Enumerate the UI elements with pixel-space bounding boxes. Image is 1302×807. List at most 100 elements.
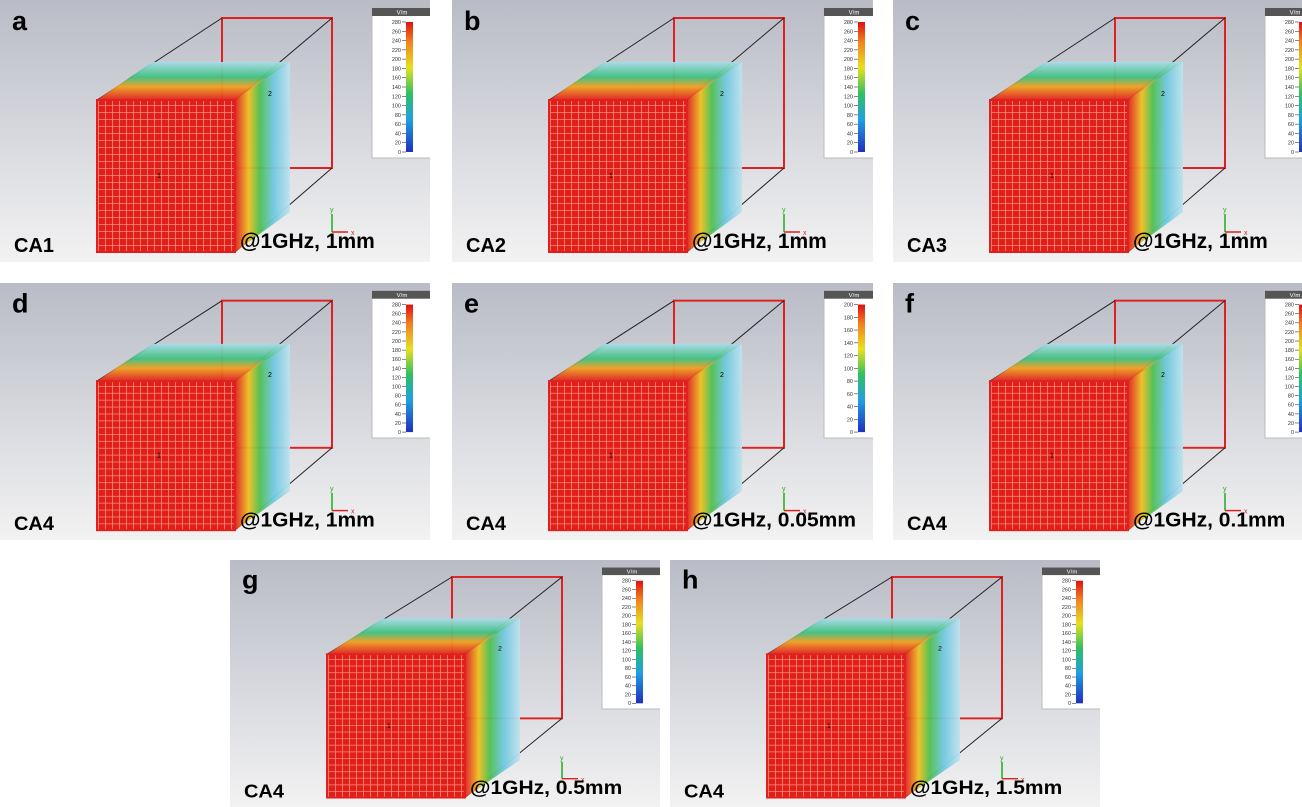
colorbar-tick-label: 100: [844, 366, 853, 372]
colorbar-unit: V/m: [397, 293, 408, 299]
colorbar-tick-label: 100: [1285, 104, 1294, 110]
colorbar-tick-label: 80: [1065, 666, 1071, 672]
colorbar-tick-label: 0: [628, 701, 631, 707]
colorbar-tick-label: 160: [392, 357, 401, 363]
colorbar-tick-label: 200: [1285, 339, 1294, 345]
colorbar-tick-label: 280: [844, 20, 853, 26]
colorbar-tick-label: 240: [392, 321, 401, 327]
colorbar-tick-label: 220: [1285, 48, 1294, 54]
colorbar-unit: V/m: [849, 293, 860, 299]
colorbar-tick-label: 120: [844, 354, 853, 360]
colorbar-tick-label: 20: [395, 421, 401, 427]
colorbar-tick-label: 260: [1062, 587, 1071, 593]
panel: 12V/m020406080100120140160180200yxeCA4@1…: [452, 283, 873, 540]
colorbar-tick-label: 40: [395, 412, 401, 418]
colorbar-tick-label: 60: [1065, 675, 1071, 681]
axis-label: y: [330, 207, 334, 214]
point-label: 1: [1050, 173, 1054, 180]
colorbar-tick-label: 160: [1285, 357, 1294, 363]
colorbar-tick-label: 160: [844, 328, 853, 334]
cube-front: [549, 100, 687, 252]
colorbar-tick-label: 60: [1288, 403, 1294, 409]
cube-front: [990, 381, 1128, 530]
colorbar-unit: V/m: [397, 11, 408, 17]
colorbar-tick-label: 240: [1062, 596, 1071, 602]
colorbar-tick-label: 160: [844, 76, 853, 82]
colorbar-tick-label: 100: [392, 385, 401, 391]
colorbar-tick-label: 180: [1285, 348, 1294, 354]
colorbar-tick-label: 60: [847, 392, 853, 398]
panel-letter: f: [905, 289, 914, 319]
colorbar-unit: V/m: [1290, 293, 1301, 299]
colorbar-tick-label: 280: [392, 303, 401, 309]
colorbar-tick-label: 160: [1285, 76, 1294, 82]
colorbar-tick-label: 0: [1291, 150, 1294, 156]
colorbar-tick-label: 180: [392, 348, 401, 354]
panel-letter: g: [242, 565, 258, 594]
point-label: 1: [387, 723, 391, 730]
sample-label: CA4: [244, 781, 284, 802]
sample-label: CA3: [907, 235, 947, 257]
colorbar-tick-label: 120: [1285, 375, 1294, 381]
colorbar-tick-label: 20: [395, 141, 401, 147]
condition-label: @1GHz, 1mm: [240, 230, 375, 253]
colorbar-tick-label: 120: [1285, 94, 1294, 100]
panel: 12V/m02040608010012014016018020022024026…: [452, 0, 873, 262]
condition-label: @1GHz, 0.1mm: [1133, 508, 1285, 531]
colorbar-tick-label: 40: [847, 405, 853, 411]
colorbar-tick-label: 140: [1062, 640, 1071, 646]
colorbar-tick-label: 140: [844, 341, 853, 347]
panel: 12V/m02040608010012014016018020022024026…: [893, 0, 1302, 262]
panel: 12V/m02040608010012014016018020022024026…: [0, 283, 430, 540]
panel-content: 12V/m02040608010012014016018020022024026…: [0, 283, 430, 540]
colorbar-tick-label: 260: [844, 29, 853, 35]
point-label: 2: [720, 372, 724, 379]
colorbar-tick-label: 240: [622, 596, 631, 602]
colorbar-tick-label: 100: [844, 104, 853, 110]
colorbar-tick-label: 20: [1065, 693, 1071, 699]
figure: 12V/m02040608010012014016018020022024026…: [0, 0, 1302, 807]
panel-letter: c: [905, 6, 920, 36]
panel-content: 12V/m02040608010012014016018020022024026…: [230, 560, 660, 807]
colorbar-tick-label: 200: [392, 339, 401, 345]
point-label: 2: [268, 372, 272, 379]
colorbar-tick-label: 280: [392, 20, 401, 26]
point-label: 2: [498, 646, 502, 653]
colorbar-tick-label: 60: [1288, 122, 1294, 128]
axis-label: y: [330, 486, 334, 493]
colorbar-tick-label: 260: [392, 312, 401, 318]
colorbar-tick-label: 120: [392, 375, 401, 381]
colorbar-tick-label: 180: [1285, 66, 1294, 72]
colorbar-tick-label: 180: [392, 66, 401, 72]
panel: 12V/m02040608010012014016018020022024026…: [670, 560, 1100, 807]
colorbar-tick-label: 80: [847, 379, 853, 385]
colorbar-tick-label: 240: [1285, 39, 1294, 45]
point-label: 2: [268, 91, 272, 98]
colorbar-tick-label: 80: [1288, 394, 1294, 400]
sample-label: CA4: [466, 513, 506, 535]
colorbar-tick-label: 140: [1285, 85, 1294, 91]
colorbar-tick-label: 280: [622, 579, 631, 585]
colorbar-tick-label: 100: [1285, 385, 1294, 391]
colorbar-unit: V/m: [849, 11, 860, 17]
axis-label: y: [1223, 207, 1227, 214]
colorbar-tick-label: 20: [625, 693, 631, 699]
colorbar-tick-label: 140: [844, 85, 853, 91]
colorbar-box: [372, 8, 430, 158]
colorbar-tick-label: 260: [1285, 29, 1294, 35]
sample-label: CA4: [684, 781, 724, 802]
colorbar: [636, 581, 643, 704]
colorbar: [858, 305, 865, 433]
colorbar-tick-label: 80: [847, 113, 853, 119]
colorbar-unit: V/m: [627, 570, 638, 576]
colorbar-tick-label: 0: [850, 150, 853, 156]
point-label: 1: [827, 723, 831, 730]
condition-label: @1GHz, 1mm: [1133, 230, 1268, 253]
colorbar-tick-label: 240: [1285, 321, 1294, 327]
colorbar-tick-label: 140: [392, 85, 401, 91]
colorbar: [1076, 581, 1083, 704]
condition-label: @1GHz, 0.05mm: [692, 508, 856, 531]
colorbar-tick-label: 220: [622, 605, 631, 611]
colorbar-box: [1265, 8, 1302, 158]
point-label: 1: [609, 453, 613, 460]
